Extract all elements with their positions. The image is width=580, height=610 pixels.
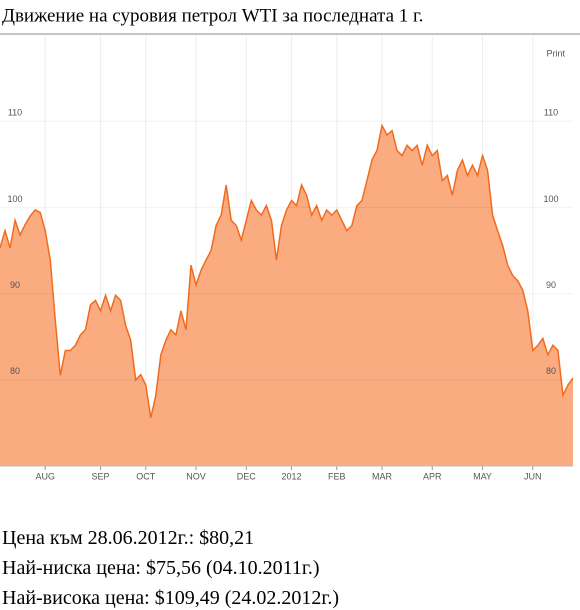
y-tick-label: 90 (546, 280, 556, 290)
x-tick-label: APR (423, 471, 442, 481)
y-tick-label: 80 (10, 366, 20, 376)
line (0, 123, 574, 418)
x-tick-label: JUN (524, 471, 542, 481)
y-tick-label: 90 (10, 280, 20, 290)
x-tick-label: NOV (186, 471, 206, 481)
x-tick-label: DEC (237, 471, 257, 481)
note: Най-ниска цена: $75,56 (04.10.2011г.) (2, 557, 320, 579)
x-tick-label: OCT (136, 471, 156, 481)
x-tick-label: MAY (473, 471, 492, 481)
x-tick-label: 2012 (282, 471, 302, 481)
y-tick-label: 100 (7, 194, 22, 204)
y-tick-label: 110 (8, 108, 22, 118)
x-tick-label: MAR (372, 471, 393, 481)
chart-title: Движение на суровия петрол WTI за послед… (2, 5, 423, 26)
x-tick-label: FEB (328, 471, 346, 481)
note: Най-висока цена: $109,49 (24.02.2012г.) (2, 587, 339, 609)
x-tick-label: SEP (92, 471, 110, 481)
print-link[interactable]: Print (546, 48, 565, 58)
chart: Движение на суровия петрол WTI за послед… (0, 5, 580, 481)
area (0, 125, 573, 466)
y-tick-label: 100 (543, 194, 558, 204)
y-tick-label: 80 (546, 366, 556, 376)
y-tick-label: 110 (544, 108, 558, 118)
x-tick-label: AUG (35, 471, 55, 481)
note: Цена към 28.06.2012г.: $80,21 (2, 527, 255, 549)
